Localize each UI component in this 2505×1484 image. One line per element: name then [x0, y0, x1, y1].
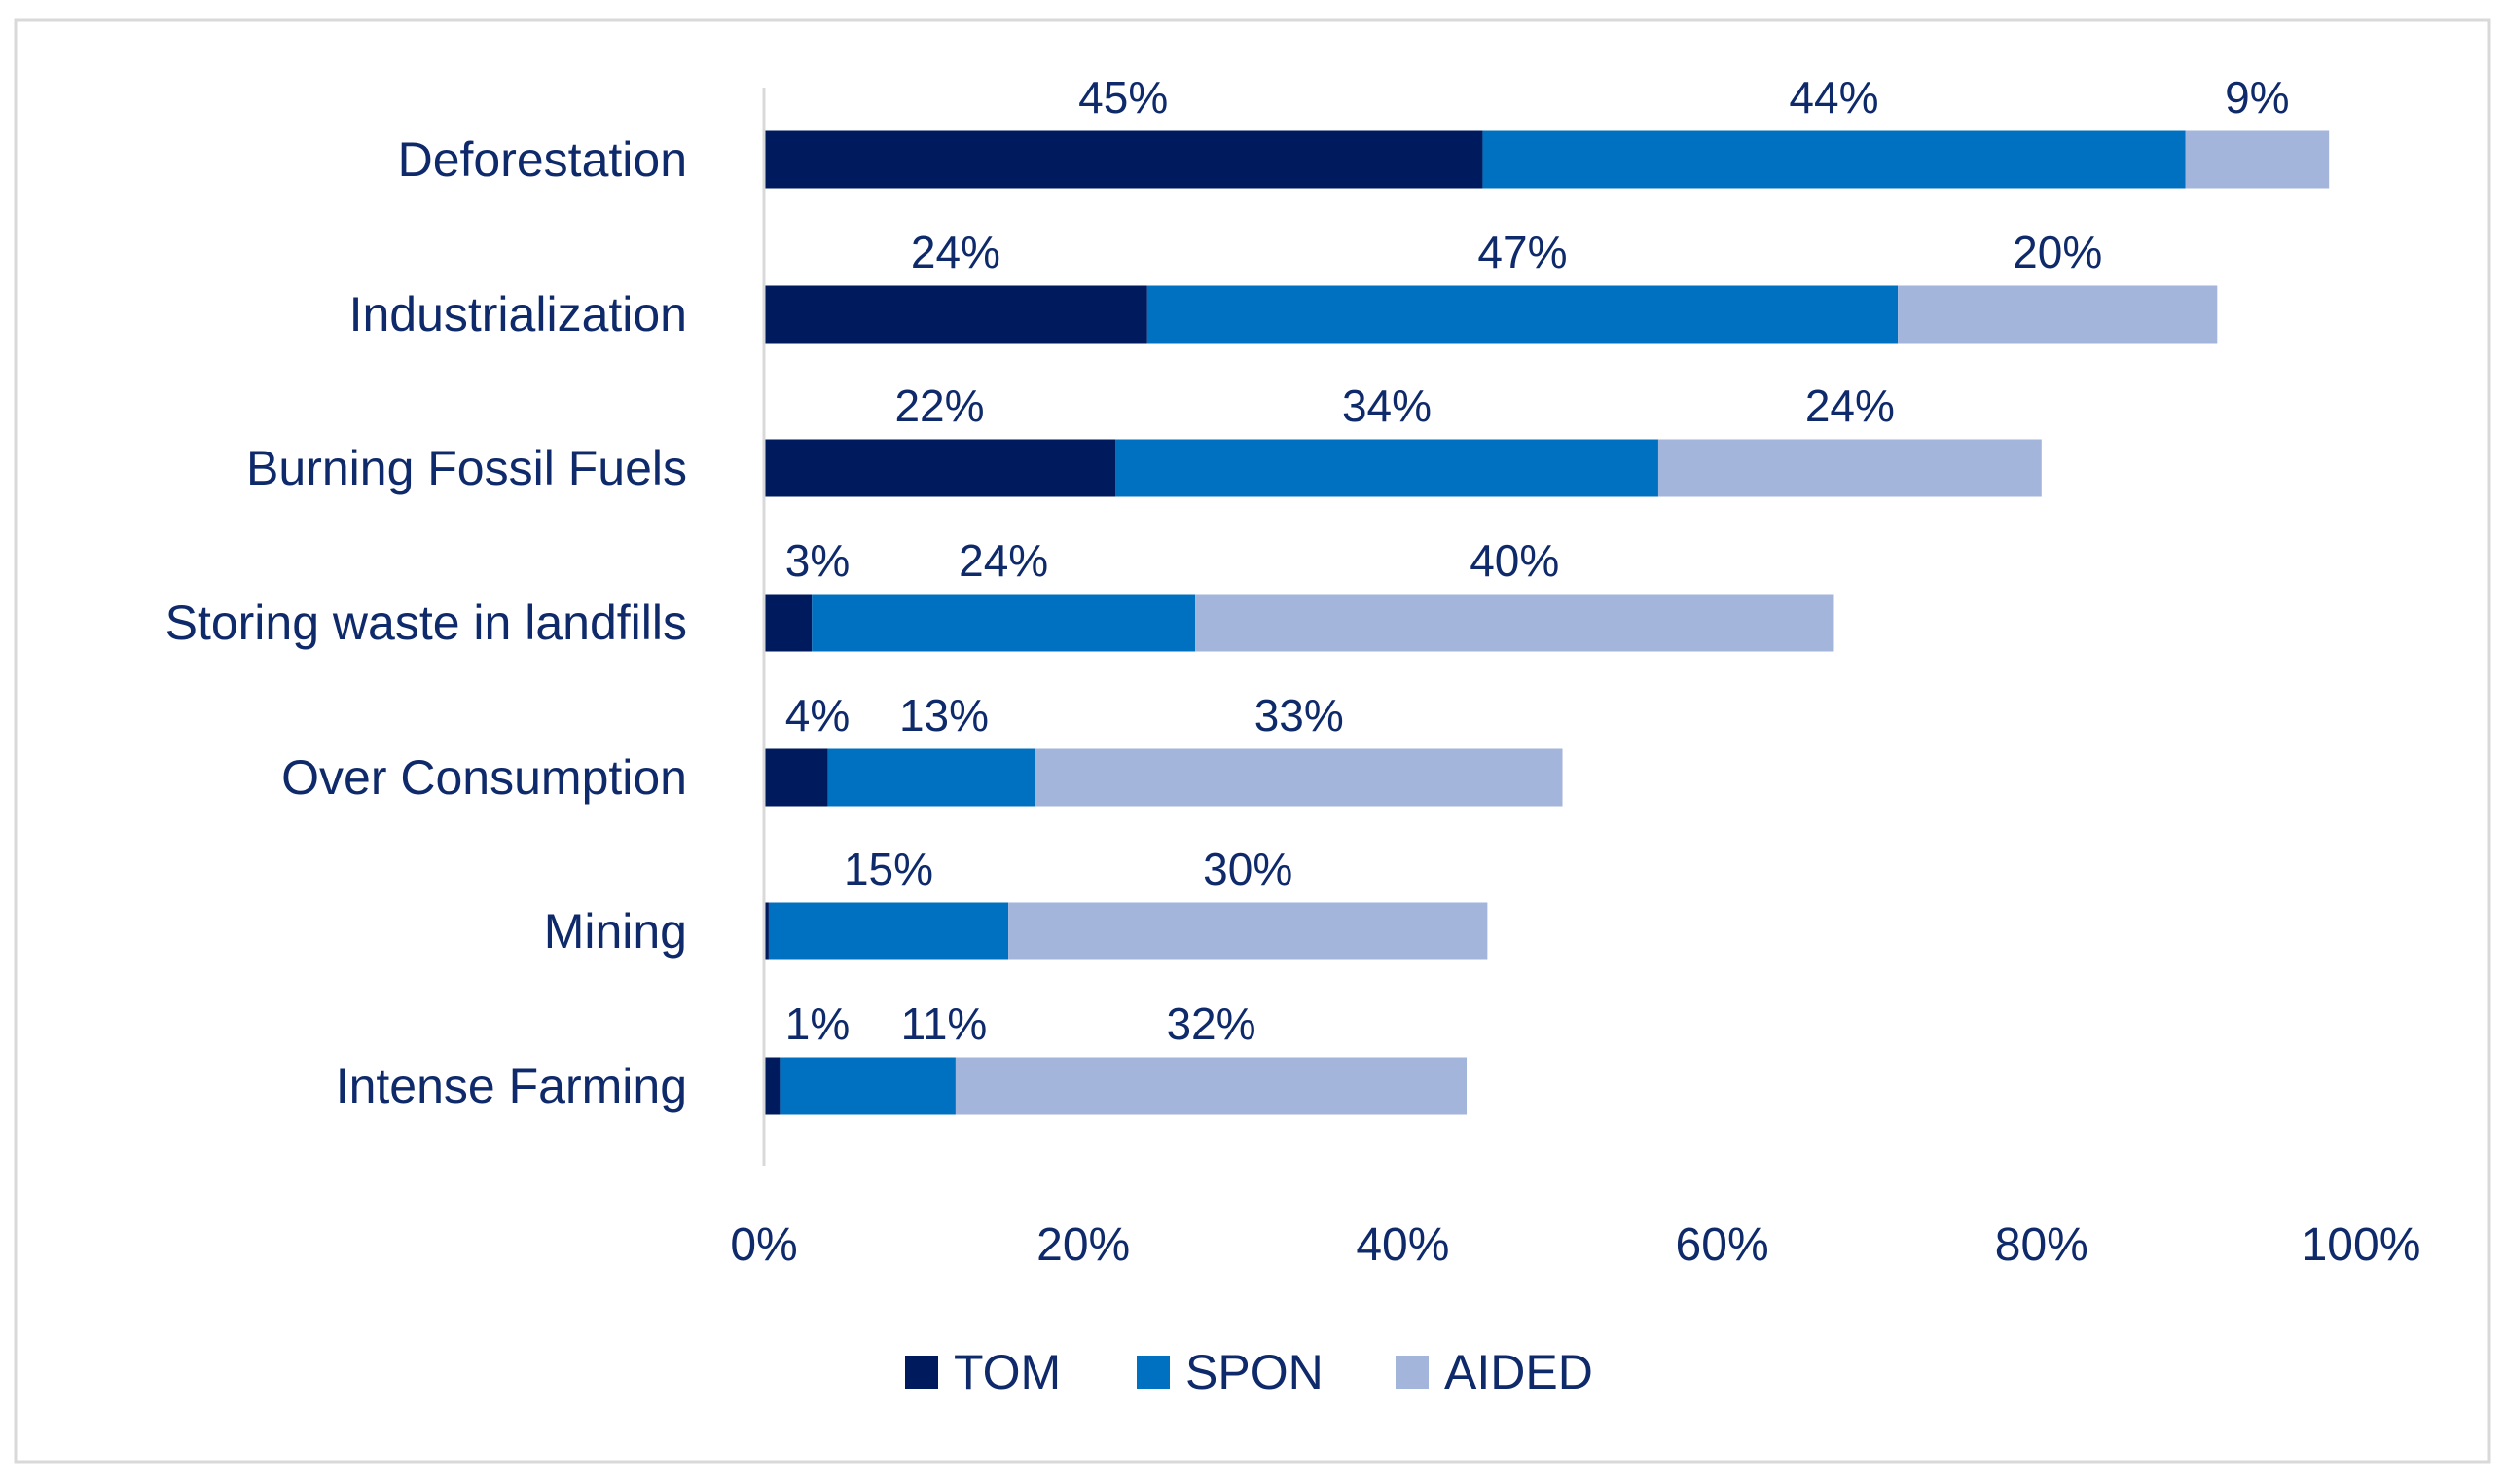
legend: TOM SPON AIDED: [905, 1345, 1593, 1399]
x-tick-label: 0%: [730, 1219, 797, 1271]
bar-segment-spon: [1115, 439, 1658, 497]
category-label: Industrialization: [349, 287, 687, 342]
data-label: 24%: [1805, 380, 1895, 431]
data-label: 24%: [911, 227, 1000, 277]
data-label: 15%: [844, 844, 933, 894]
bar-segment-tom: [764, 130, 1483, 189]
legend-swatch-tom: [905, 1356, 938, 1389]
data-label: 47%: [1477, 227, 1567, 277]
x-tick-label: 20%: [1036, 1219, 1130, 1271]
category-label: Mining: [544, 904, 687, 959]
bar-segment-tom: [764, 594, 813, 652]
data-label: 30%: [1203, 844, 1292, 894]
category-label: Over Consumption: [281, 750, 687, 805]
category-label: Burning Fossil Fuels: [246, 441, 687, 495]
data-label: 22%: [894, 380, 984, 431]
data-label: 33%: [1254, 690, 1344, 741]
bar-segment-aided: [2185, 130, 2330, 189]
bar-segment-spon: [768, 902, 1009, 960]
x-tick-label: 40%: [1356, 1219, 1449, 1271]
bar-segment-aided: [1035, 748, 1563, 807]
data-label: 13%: [899, 690, 989, 741]
bar-segment-aided: [1195, 594, 1834, 652]
bar-segment-spon: [780, 1057, 956, 1115]
data-label: 44%: [1789, 72, 1878, 123]
data-label: 11%: [901, 998, 988, 1049]
bar-segment-tom: [764, 902, 769, 960]
data-label: 1%: [785, 998, 850, 1049]
legend-label: TOM: [954, 1345, 1061, 1399]
legend-swatch-spon: [1137, 1356, 1170, 1389]
data-label: 40%: [1470, 535, 1559, 586]
data-label: 34%: [1342, 380, 1432, 431]
data-label: 45%: [1078, 72, 1168, 123]
bar-segment-tom: [764, 1057, 781, 1115]
bar-segment-tom: [764, 285, 1147, 344]
data-label: 32%: [1166, 998, 1255, 1049]
bar-segment-aided: [1657, 439, 2042, 497]
x-tick-label: 80%: [1995, 1219, 2088, 1271]
data-label: 4%: [785, 690, 850, 741]
category-label: Storing waste in landfills: [165, 596, 687, 650]
bar-segment-spon: [827, 748, 1035, 807]
category-label: Deforestation: [398, 132, 687, 187]
x-tick-label: 60%: [1676, 1219, 1769, 1271]
data-label: 9%: [2225, 72, 2289, 123]
bar-segment-aided: [1008, 902, 1488, 960]
bar-segment-spon: [1146, 285, 1899, 344]
bar-segment-spon: [1482, 130, 2186, 189]
bar-segment-spon: [812, 594, 1196, 652]
legend-swatch-aided: [1396, 1356, 1429, 1389]
x-tick-label: 100%: [2302, 1219, 2421, 1271]
bar-segment-tom: [764, 748, 828, 807]
legend-label: AIDED: [1444, 1345, 1593, 1399]
category-label: Intense Farming: [336, 1059, 687, 1113]
data-label: 24%: [959, 535, 1048, 586]
chart-frame: [14, 18, 2491, 1464]
data-label: 3%: [785, 535, 850, 586]
bar-segment-aided: [1898, 285, 2218, 344]
bar-segment-aided: [955, 1057, 1468, 1115]
legend-label: SPON: [1185, 1345, 1324, 1399]
bar-segment-tom: [764, 439, 1116, 497]
data-label: 20%: [2013, 227, 2102, 277]
